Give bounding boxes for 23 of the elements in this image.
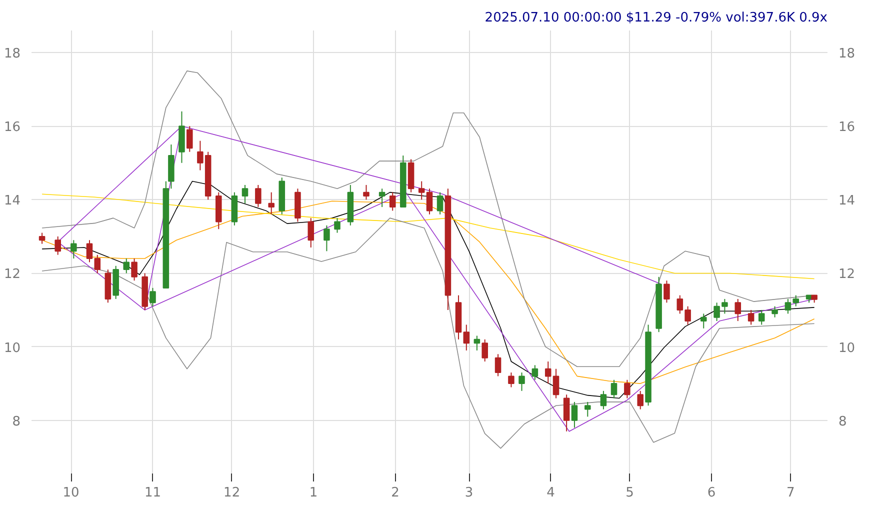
y-tick-label: 18 <box>4 46 21 62</box>
x-tick-label: 6 <box>707 486 716 500</box>
y-tick-label: 12 <box>4 267 21 282</box>
x-tick-label: 12 <box>224 486 240 500</box>
x-tick-label: 10 <box>62 486 80 500</box>
y2-tick-label: 14 <box>838 194 856 209</box>
y2-tick-label: 10 <box>838 340 856 356</box>
y2-tick-label: 16 <box>838 120 856 136</box>
x-tick-label: 5 <box>626 486 634 500</box>
x-tick-label: 1 <box>309 486 318 500</box>
y-tick-label: 10 <box>4 340 21 356</box>
x-tick-label: 11 <box>144 486 162 500</box>
y-tick-label: 8 <box>12 414 21 430</box>
chart-title: 2025.07.10 00:00:00 $11.29 -0.79% vol:397.6K 0.9x <box>484 10 828 26</box>
x-tick-label: 3 <box>464 486 474 500</box>
x-tick-label: 4 <box>546 486 555 500</box>
y2-tick-label: 18 <box>838 46 856 62</box>
y2-tick-label: 12 <box>838 267 856 282</box>
x-tick-label: 7 <box>786 486 795 500</box>
y-tick-label: 16 <box>4 120 21 136</box>
y2-tick-label: 8 <box>838 414 847 430</box>
y-tick-label: 14 <box>4 194 21 209</box>
x-tick-label: 2 <box>391 486 400 500</box>
